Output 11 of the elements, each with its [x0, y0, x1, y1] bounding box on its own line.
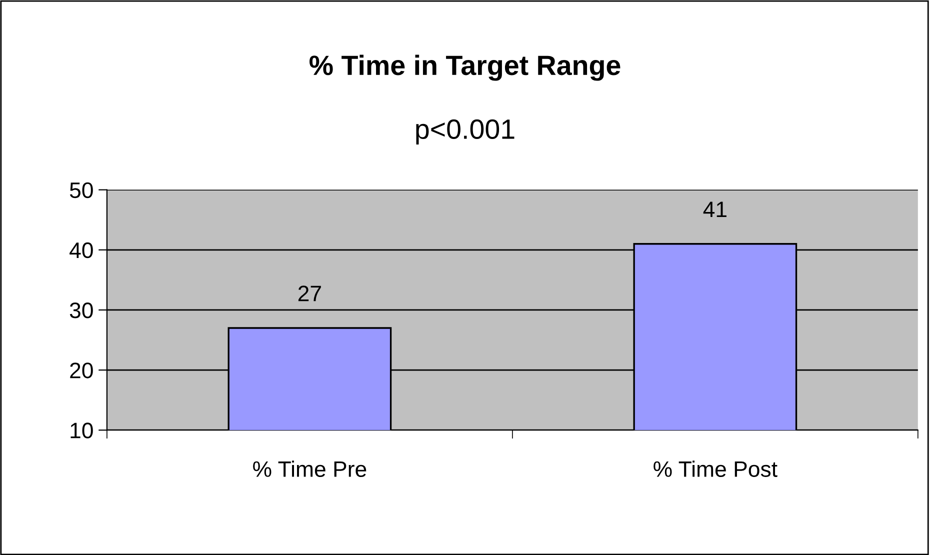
x-tick-label: % Time Post [654, 460, 778, 478]
y-tick-label: 10 [70, 422, 93, 438]
data-label: 27 [298, 286, 321, 302]
y-tick-label: 30 [70, 302, 93, 318]
y-tick-label: 50 [70, 182, 93, 198]
x-tick-label: % Time Pre [253, 460, 366, 478]
y-tick-label: 20 [70, 362, 93, 378]
y-tick-label: 40 [70, 242, 93, 258]
chart-title: % Time in Target Range [310, 54, 620, 81]
chart-subtitle: p<0.001 [416, 119, 514, 145]
data-label: 41 [703, 202, 726, 218]
